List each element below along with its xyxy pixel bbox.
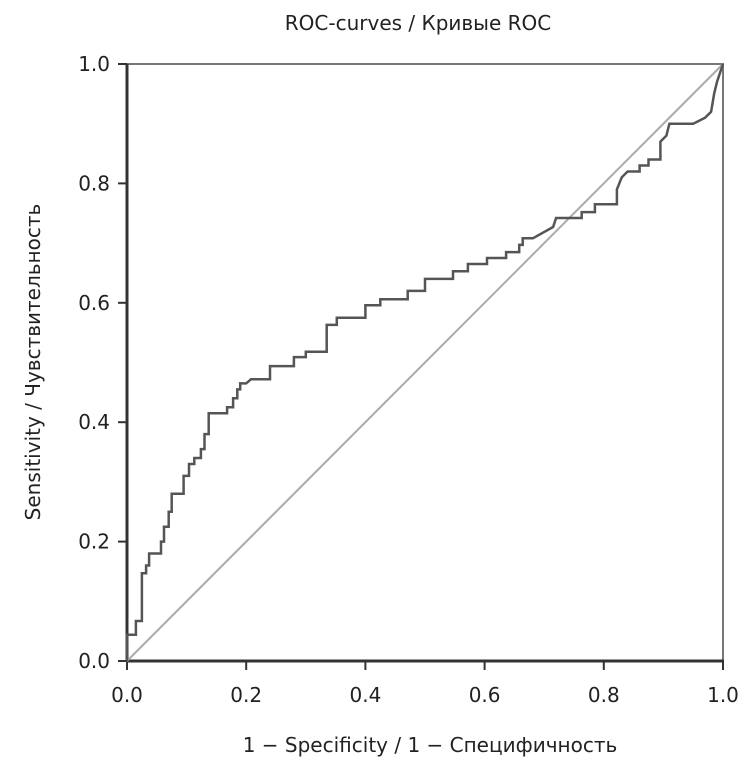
y-tick-label: 0.6 xyxy=(78,291,110,315)
x-tick-label: 0.4 xyxy=(349,683,381,707)
x-tick-label: 0.8 xyxy=(588,683,620,707)
chart-title: ROC-curves / Кривые ROC xyxy=(285,11,551,35)
y-tick-label: 0.8 xyxy=(78,171,110,195)
y-tick-label: 0.0 xyxy=(78,649,110,673)
y-tick-label: 0.2 xyxy=(78,530,110,554)
x-tick-label: 1.0 xyxy=(707,683,739,707)
y-axis-label: Sensitivity / Чувствительность xyxy=(21,204,45,521)
x-tick-label: 0.6 xyxy=(469,683,501,707)
x-tick-label: 0.2 xyxy=(230,683,262,707)
x-tick-label: 0.0 xyxy=(111,683,143,707)
reference-line xyxy=(126,63,724,662)
x-axis-label: 1 − Specificity / 1 − Специфичность xyxy=(243,733,618,757)
roc-curve xyxy=(125,63,725,661)
y-tick-label: 0.4 xyxy=(78,410,110,434)
y-tick-label: 1.0 xyxy=(78,52,110,76)
